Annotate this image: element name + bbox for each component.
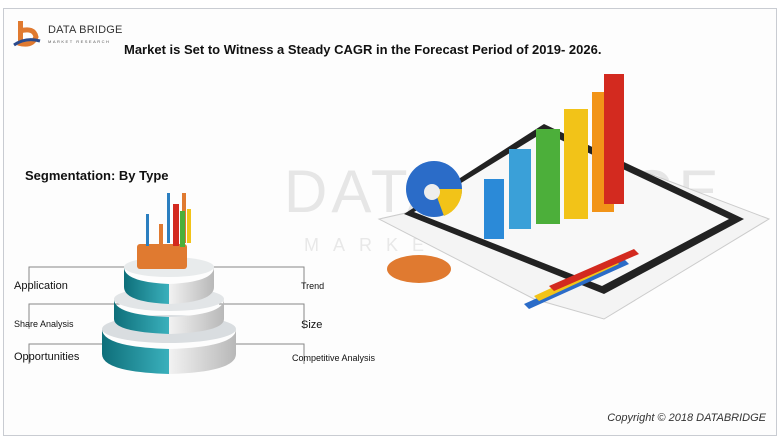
segmentation-heading: Segmentation: By Type [25, 168, 169, 183]
copyright: Copyright © 2018 DATABRIDGE [607, 412, 766, 424]
label-competitive-analysis: Competitive Analysis [292, 353, 376, 363]
label-application: Application [14, 280, 68, 292]
label-size: Size [301, 319, 323, 331]
logo-tagline: MARKET RESEARCH [48, 39, 111, 44]
pyramid-graphic [28, 193, 305, 374]
label-trend: Trend [301, 281, 325, 291]
label-share-analysis: Share Analysis [14, 319, 74, 329]
label-opportunities: Opportunities [14, 351, 80, 363]
infographic-frame: DATA BRIDGE MARKET RESEARCH DATA BRIDGE … [3, 8, 777, 436]
logo: DATA BRIDGE MARKET RESEARCH [12, 19, 122, 49]
logo-name: DATA BRIDGE [48, 24, 123, 36]
page-title: Market is Set to Witness a Steady CAGR i… [124, 42, 602, 57]
paper-bars [524, 249, 639, 309]
tablet-chart-graphic [377, 74, 771, 320]
logo-icon [13, 21, 41, 47]
